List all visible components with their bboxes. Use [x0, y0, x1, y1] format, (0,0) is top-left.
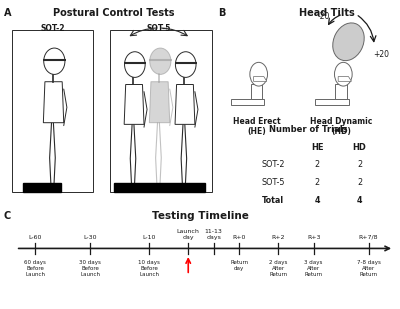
Text: L-30: L-30	[84, 235, 97, 240]
Bar	[114, 183, 206, 192]
Text: 11-13
days: 11-13 days	[205, 229, 223, 240]
Text: 4: 4	[357, 196, 362, 205]
Text: 2 days
After
Return: 2 days After Return	[269, 260, 288, 277]
Text: +20: +20	[374, 50, 390, 59]
Text: Head Erect
(HE): Head Erect (HE)	[233, 117, 280, 136]
Text: HE: HE	[311, 143, 324, 152]
Text: 2: 2	[315, 160, 320, 169]
Text: 2: 2	[357, 160, 362, 169]
Text: B: B	[218, 8, 225, 18]
Bar	[12, 30, 93, 192]
Text: 3 days
After
Return: 3 days After Return	[304, 260, 323, 277]
Text: R+3: R+3	[307, 235, 320, 240]
Text: 30 days
Before
Launch: 30 days Before Launch	[79, 260, 101, 277]
Text: Launch
day: Launch day	[177, 229, 200, 240]
Text: C: C	[4, 211, 11, 221]
Text: Head Tilts: Head Tilts	[298, 8, 354, 18]
Polygon shape	[250, 84, 262, 99]
Text: 7-8 days
After
Return: 7-8 days After Return	[357, 260, 380, 277]
Text: Total: Total	[262, 196, 284, 205]
Bar	[110, 30, 212, 192]
Text: SOT-5: SOT-5	[146, 24, 171, 33]
Text: SOT-2: SOT-2	[262, 160, 286, 169]
Polygon shape	[231, 99, 264, 105]
Text: -20: -20	[318, 12, 330, 21]
Text: R+7/8: R+7/8	[359, 235, 378, 240]
Ellipse shape	[250, 62, 268, 86]
Polygon shape	[175, 84, 195, 124]
Ellipse shape	[176, 52, 196, 77]
Text: HD: HD	[352, 143, 366, 152]
Ellipse shape	[44, 48, 65, 74]
Text: Testing Timeline: Testing Timeline	[152, 211, 248, 221]
Bar	[23, 183, 61, 192]
Polygon shape	[335, 84, 347, 99]
Text: L-10: L-10	[142, 235, 156, 240]
Ellipse shape	[333, 23, 364, 61]
Text: SOT-2: SOT-2	[40, 24, 65, 33]
Text: R+0: R+0	[232, 235, 246, 240]
Ellipse shape	[334, 62, 352, 86]
Text: 2: 2	[315, 178, 320, 187]
Text: Head Dynamic
(HD): Head Dynamic (HD)	[310, 117, 372, 136]
Text: 2: 2	[357, 178, 362, 187]
Text: Number of Trials: Number of Trials	[269, 125, 347, 134]
Polygon shape	[338, 77, 352, 81]
Polygon shape	[124, 84, 144, 124]
Polygon shape	[43, 82, 64, 123]
Text: R+2: R+2	[272, 235, 285, 240]
Polygon shape	[149, 82, 170, 123]
Text: A: A	[4, 8, 12, 18]
Ellipse shape	[124, 52, 145, 77]
Text: SOT-5: SOT-5	[262, 178, 286, 187]
Text: 60 days
Before
Launch: 60 days Before Launch	[24, 260, 46, 277]
Text: L-60: L-60	[29, 235, 42, 240]
Text: 10 days
Before
Launch: 10 days Before Launch	[138, 260, 160, 277]
Polygon shape	[254, 77, 267, 81]
Text: 4: 4	[314, 196, 320, 205]
Text: Return
day: Return day	[230, 260, 248, 271]
Ellipse shape	[150, 48, 171, 74]
Polygon shape	[315, 99, 349, 105]
Text: Postural Control Tests: Postural Control Tests	[54, 8, 175, 18]
